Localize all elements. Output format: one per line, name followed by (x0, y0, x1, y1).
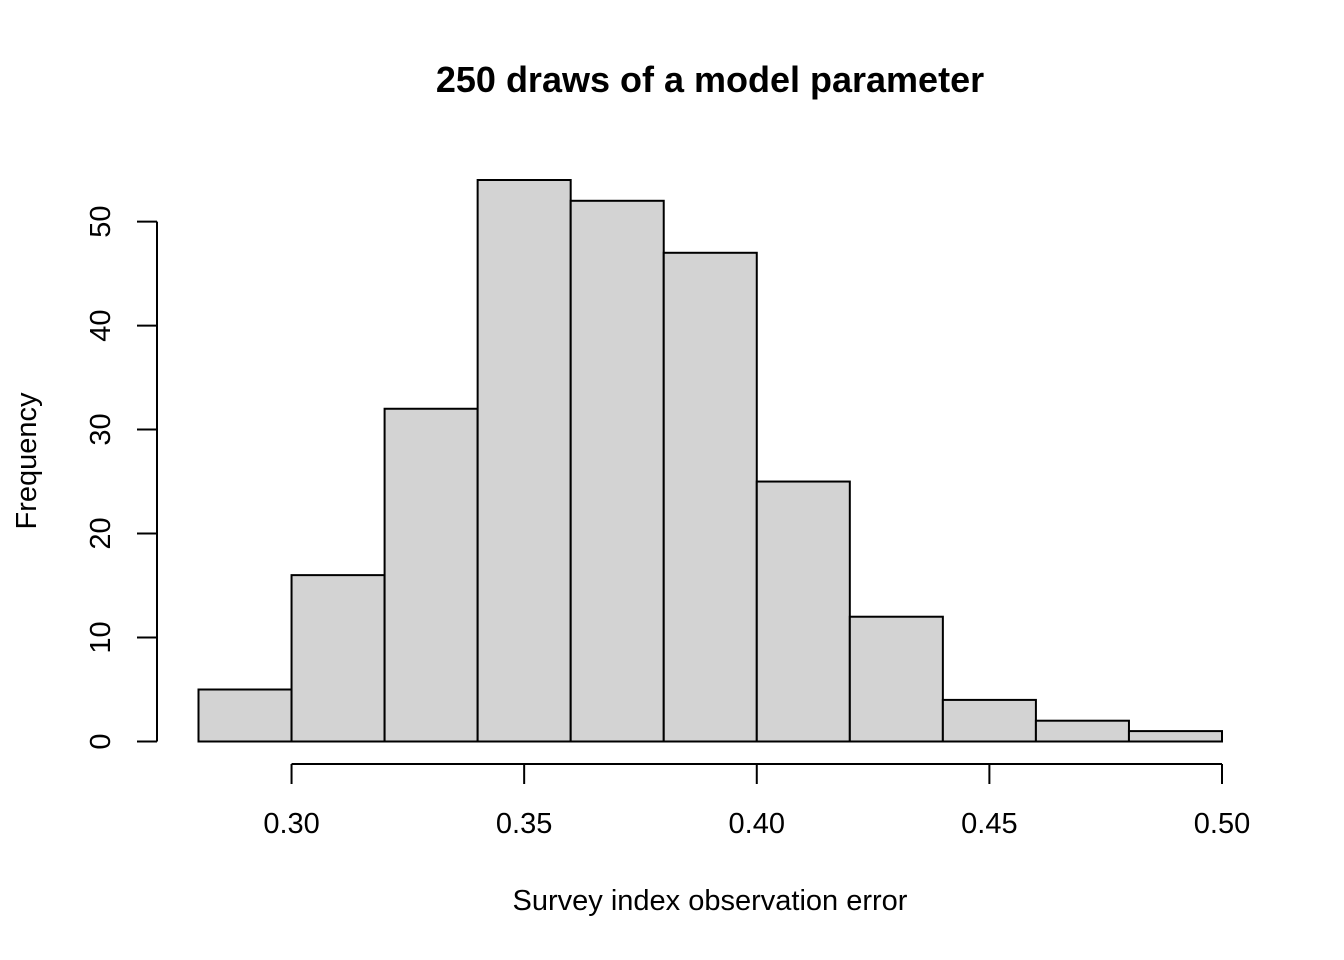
x-tick-label: 0.50 (1194, 808, 1250, 840)
bars-group (197, 179, 1224, 743)
histogram-bar (1127, 730, 1224, 743)
y-axis: 0 10 20 30 40 50 (85, 205, 158, 750)
x-tick-label: 0.40 (729, 808, 785, 840)
x-tick-label: 0.45 (961, 808, 1017, 840)
y-tick-label: 20 (85, 517, 117, 549)
histogram-bar (848, 615, 944, 743)
x-tick-label: 0.30 (263, 808, 319, 840)
chart-title: 250 draws of a model parameter (436, 59, 984, 100)
x-axis-label: Survey index observation error (513, 885, 908, 917)
x-axis: 0.30 0.35 0.40 0.45 0.50 (263, 763, 1250, 840)
histogram-bar (662, 251, 758, 743)
y-tick-label: 50 (85, 205, 117, 237)
histogram-bar (290, 574, 386, 743)
histogram-bar (941, 698, 1037, 743)
y-tick-label: 40 (85, 309, 117, 341)
histogram-bar (197, 688, 293, 743)
histogram-bar (1034, 719, 1130, 743)
y-axis-label: Frequency (11, 392, 43, 530)
y-tick-label: 10 (85, 621, 117, 653)
y-tick-label: 30 (85, 413, 117, 445)
histogram-bar (755, 480, 851, 743)
histogram-bar (383, 407, 479, 743)
x-tick-label: 0.35 (496, 808, 552, 840)
histogram-bar (476, 179, 572, 743)
y-tick-label: 0 (85, 733, 117, 749)
histogram-bar (569, 199, 665, 743)
